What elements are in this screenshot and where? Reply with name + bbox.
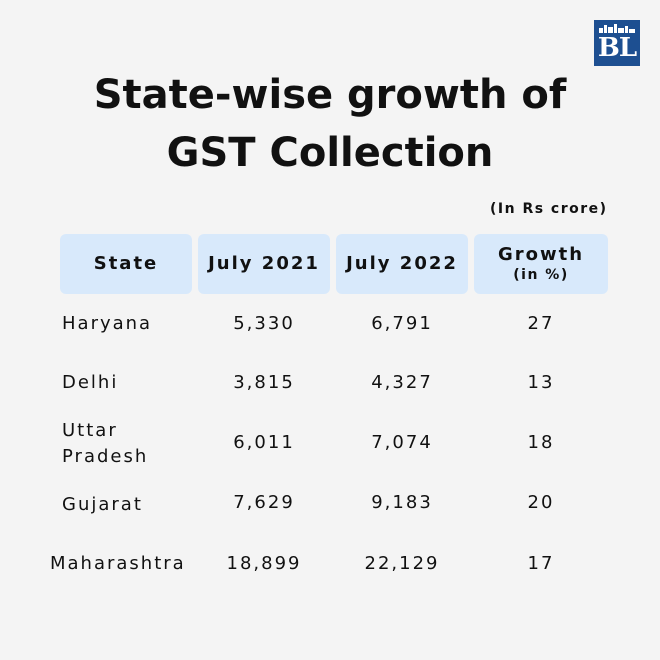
- cell-state: Haryana: [62, 311, 152, 337]
- cell-state: Gujarat: [62, 492, 143, 518]
- cell-july-2022: 22,129: [364, 553, 440, 574]
- cell-july-2021: 18,899: [226, 553, 302, 574]
- cell-state: Delhi: [62, 370, 118, 396]
- cell-july-2021: 5,330: [233, 313, 295, 334]
- bl-logo: BL: [594, 20, 640, 66]
- cell-state: Uttar Pradesh: [62, 418, 148, 470]
- cell-growth: 13: [527, 372, 555, 393]
- skyline-icon: [599, 24, 635, 33]
- cell-july-2022: 9,183: [371, 492, 433, 513]
- title-line-1: State-wise growth of: [93, 72, 567, 118]
- header-growth-label: Growth: [497, 244, 585, 265]
- header-state: State: [60, 234, 192, 294]
- logo-text: BL: [597, 33, 637, 63]
- cell-growth: 18: [527, 432, 555, 453]
- header-july-2021-label: July 2021: [208, 253, 320, 274]
- cell-july-2021: 6,011: [233, 432, 295, 453]
- cell-july-2022: 7,074: [371, 432, 433, 453]
- cell-july-2021: 7,629: [233, 492, 295, 513]
- unit-note: (In Rs crore): [490, 201, 608, 217]
- header-state-label: State: [93, 253, 159, 274]
- state-name: Gujarat: [62, 494, 143, 515]
- cell-july-2022: 6,791: [371, 313, 433, 334]
- state-name: Delhi: [62, 372, 119, 393]
- header-growth: Growth (in %): [474, 234, 608, 294]
- chart-title: State-wise growth of GST Collection: [0, 66, 660, 182]
- header-growth-sub: (in %): [513, 267, 569, 283]
- cell-growth: 20: [527, 492, 555, 513]
- state-name-line-2: Pradesh: [62, 446, 149, 467]
- state-name: Haryana: [62, 313, 153, 334]
- cell-growth: 27: [527, 313, 555, 334]
- cell-july-2022: 4,327: [371, 372, 433, 393]
- header-july-2022-label: July 2022: [346, 253, 458, 274]
- title-line-2: GST Collection: [166, 130, 494, 176]
- cell-july-2021: 3,815: [233, 372, 295, 393]
- header-july-2021: July 2021: [198, 234, 330, 294]
- cell-state: Maharashtra: [50, 551, 186, 577]
- header-july-2022: July 2022: [336, 234, 468, 294]
- cell-growth: 17: [527, 553, 555, 574]
- state-name-line-1: Uttar: [62, 420, 118, 441]
- state-name: Maharashtra: [50, 553, 186, 574]
